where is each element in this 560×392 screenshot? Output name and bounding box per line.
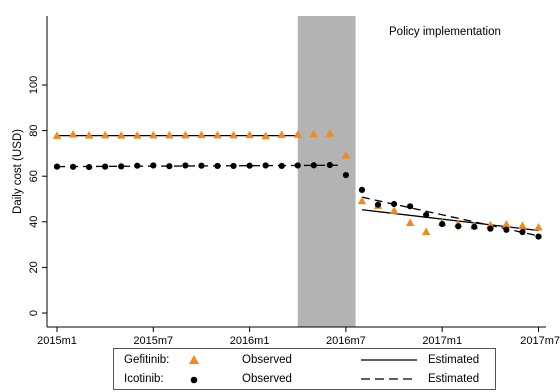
x-tick-label: 2016m1 — [230, 335, 270, 347]
icotinib-point — [86, 163, 93, 171]
gefitinib-point — [534, 223, 543, 231]
y-tick-label: 80 — [28, 124, 40, 136]
gefitinib-point — [100, 130, 110, 139]
icotinib-point — [69, 163, 77, 170]
legend-series-name: Icotinib: — [124, 373, 164, 385]
icotinib-point — [374, 201, 382, 208]
icotinib-point — [503, 226, 510, 233]
y-tick-label: 60 — [28, 170, 40, 182]
legend-series-name: Gefitinib: — [124, 354, 170, 366]
gefitinib-point — [213, 130, 222, 139]
gefitinib-point — [518, 221, 527, 229]
gefitinib-point — [197, 130, 206, 139]
gefitinib-point — [84, 131, 94, 139]
icotinib-point — [150, 162, 157, 169]
gefitinib-point — [309, 129, 318, 138]
icotinib-point — [246, 162, 253, 169]
icotinib-point — [134, 162, 141, 169]
y-axis-label: Daily cost (USD) — [12, 129, 24, 214]
legend-estimated-label: Estimated — [428, 354, 480, 366]
gefitinib-point — [421, 227, 431, 236]
legend-estimated-label: Estimated — [428, 373, 480, 385]
legend-row-gefitinib: Gefitinib: Observed Estimated — [114, 351, 495, 371]
gefitinib-point — [486, 220, 495, 229]
icotinib-point — [487, 225, 494, 232]
gefitinib-point — [181, 130, 190, 139]
gefitinib-point — [293, 130, 302, 138]
gefitinib-point — [245, 130, 254, 139]
icotinib-point — [535, 233, 542, 240]
gefitinib-point — [133, 131, 142, 139]
x-tick-label: 2016m7 — [326, 335, 366, 347]
x-tick-label: 2015m7 — [133, 335, 173, 347]
legend-observed-label: Observed — [242, 354, 292, 366]
icotinib-point — [53, 163, 61, 170]
icotinib-point — [102, 163, 109, 170]
icotinib-point — [326, 161, 333, 169]
icotinib-point — [439, 220, 446, 228]
icotinib-point — [390, 200, 398, 208]
gefitinib-point — [341, 151, 351, 159]
icotinib-point — [519, 228, 526, 236]
icotinib-point — [455, 223, 462, 230]
gefitinib-point — [68, 129, 78, 138]
icotinib-point — [166, 163, 173, 170]
shaded-region-label: Policy implementation — [389, 26, 501, 38]
gefitinib-fitted-line — [361, 209, 539, 232]
icotinib-point — [262, 162, 269, 169]
legend-row-icotinib: Icotinib: Observed Estimated — [114, 370, 495, 390]
gefitinib-point — [325, 129, 335, 137]
icotinib-point — [423, 211, 430, 219]
icotinib-point — [294, 162, 301, 169]
icotinib-point — [214, 162, 221, 170]
x-tick-label: 2017m7 — [520, 335, 560, 347]
icotinib-point — [182, 162, 189, 169]
gefitinib-point — [357, 196, 367, 205]
gefitinib-point — [261, 131, 270, 140]
y-tick-label: 100 — [28, 76, 40, 94]
icotinib-point — [407, 203, 414, 210]
icotinib-point — [278, 162, 285, 170]
icotinib-point — [198, 162, 205, 169]
gefitinib-point — [502, 220, 511, 228]
x-tick-label: 2015m1 — [37, 335, 77, 347]
icotinib-point — [342, 171, 349, 179]
y-tick-label: 20 — [28, 261, 40, 273]
gefitinib-point — [405, 218, 415, 226]
icotinib-point — [118, 163, 125, 170]
triangle-marker-icon — [189, 355, 199, 364]
x-tick-label: 2017m1 — [422, 335, 462, 347]
legend-observed-label: Observed — [242, 373, 292, 385]
gefitinib-point — [277, 130, 286, 138]
legend: Gefitinib: Observed Estimated Icotinib: … — [113, 348, 496, 390]
y-tick-label: 0 — [28, 310, 40, 316]
y-tick-label: 40 — [28, 216, 40, 228]
dashed-line-icon — [361, 378, 417, 380]
gefitinib-point — [52, 131, 62, 139]
icotinib-point — [310, 162, 317, 169]
solid-line-icon — [361, 359, 417, 361]
icotinib-point — [358, 186, 366, 193]
icotinib-point — [471, 223, 478, 230]
policy-shaded-region — [297, 16, 356, 327]
icotinib-fitted-line — [361, 196, 539, 237]
gefitinib-point — [117, 131, 126, 139]
gefitinib-point — [229, 130, 238, 139]
dot-marker-icon — [190, 376, 198, 384]
gefitinib-point — [149, 130, 158, 139]
icotinib-point — [230, 162, 237, 170]
gefitinib-point — [165, 130, 174, 139]
gefitinib-point — [389, 206, 399, 214]
